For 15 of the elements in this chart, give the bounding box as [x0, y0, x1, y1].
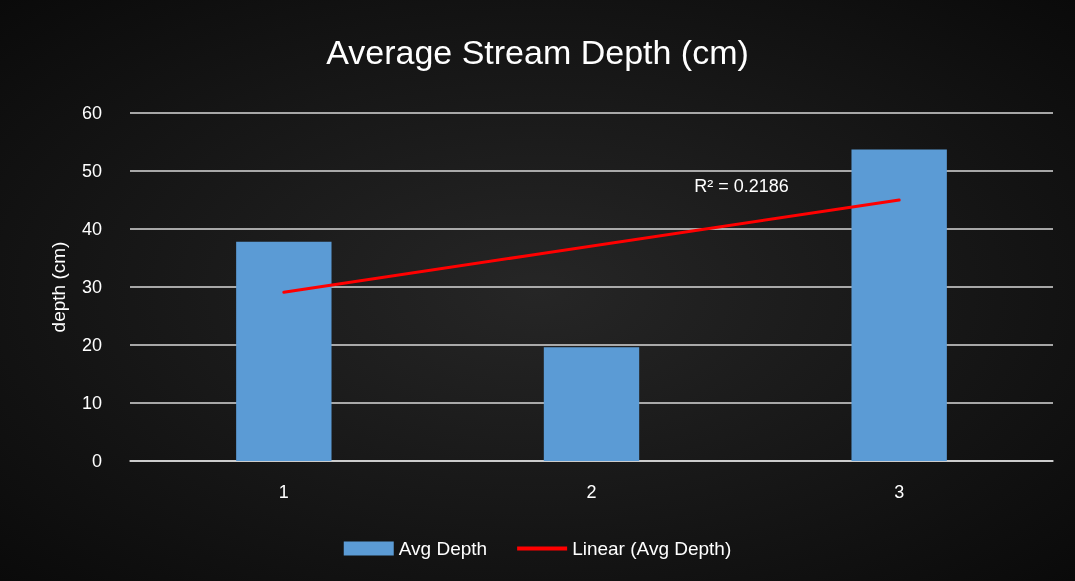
- y-tick-label: 10: [81, 393, 102, 413]
- y-tick-label: 40: [81, 219, 102, 239]
- y-tick-label: 50: [81, 161, 102, 181]
- legend-label: Linear (Avg Depth): [572, 538, 732, 559]
- y-tick-label: 60: [81, 103, 102, 123]
- y-tick-label: 0: [91, 451, 102, 471]
- x-tick-label: 2: [586, 482, 597, 502]
- x-tick-label: 1: [278, 482, 289, 502]
- y-tick-label: 30: [81, 277, 102, 297]
- legend-label: Avg Depth: [398, 538, 488, 559]
- y-axis-title: depth (cm): [48, 241, 69, 333]
- chart-title: Average Stream Depth (cm): [326, 33, 749, 71]
- y-tick-label: 20: [81, 335, 102, 355]
- x-tick-label: 3: [894, 482, 905, 502]
- annotation: R² = 0.2186: [694, 176, 789, 196]
